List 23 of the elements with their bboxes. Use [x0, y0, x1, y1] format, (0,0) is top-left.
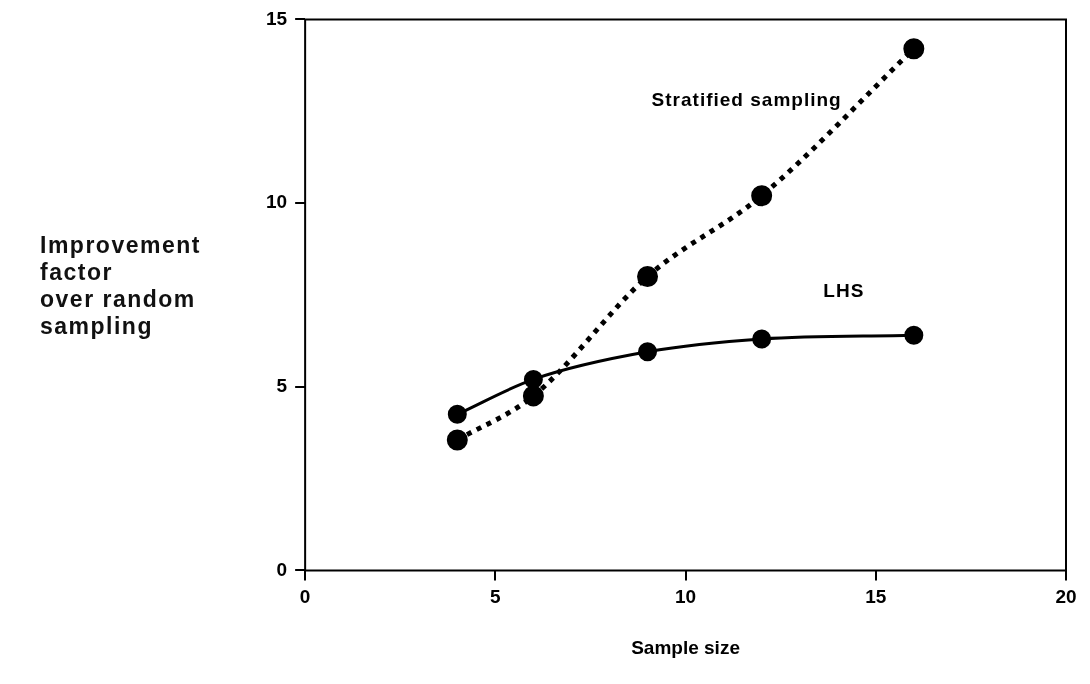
y-axis-title: Improvement factor over random sampling	[40, 232, 201, 340]
point	[904, 325, 924, 345]
series-label: Stratified sampling	[651, 88, 842, 110]
point	[751, 185, 773, 207]
x-axis-title: Sample size	[631, 636, 740, 658]
y-tick-label: 5	[276, 374, 288, 396]
point	[522, 385, 544, 407]
x-tick-label: 15	[865, 586, 887, 608]
point	[446, 429, 468, 451]
y-tick-label: 15	[265, 7, 288, 29]
series-label: LHS	[823, 280, 865, 302]
point	[637, 266, 659, 288]
y-tick-label: 0	[276, 558, 288, 580]
point	[638, 342, 658, 362]
x-tick-label: 0	[299, 586, 311, 608]
point	[752, 329, 772, 349]
x-tick-label: 10	[675, 586, 697, 608]
point	[447, 404, 467, 424]
x-tick-label: 20	[1055, 586, 1077, 608]
y-tick-label: 10	[265, 191, 288, 213]
point	[903, 38, 925, 60]
point	[523, 369, 543, 389]
x-tick-label: 5	[490, 586, 502, 608]
